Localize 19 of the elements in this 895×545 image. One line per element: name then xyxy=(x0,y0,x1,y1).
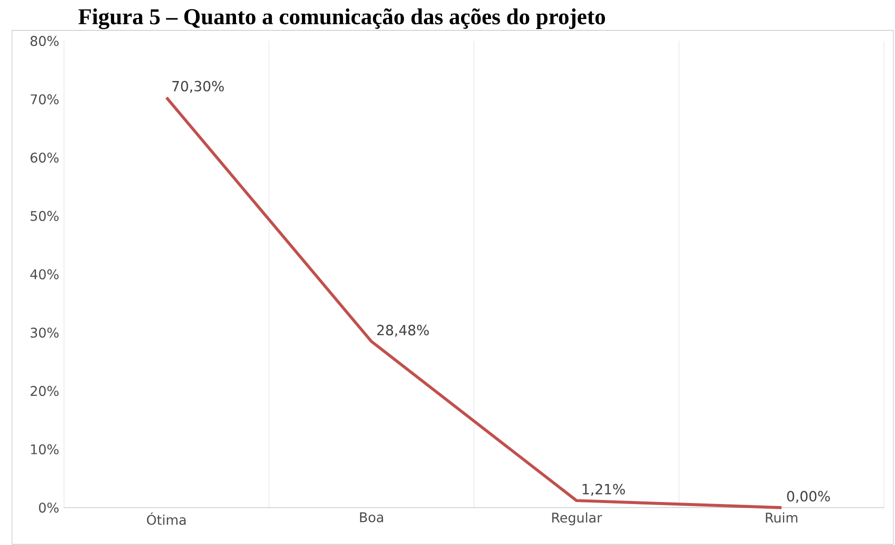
x-tick-label: Regular xyxy=(552,512,602,526)
x-tick-label: Ruim xyxy=(766,512,798,523)
y-tick-label: 80% xyxy=(30,36,59,46)
y-tick-label: 50% xyxy=(30,210,59,222)
chart-title: Figura 5 – Quanto a comunicação das ações do projeto xyxy=(78,8,606,30)
x-tick-label: Ótima xyxy=(146,512,186,525)
y-tick-label: 10% xyxy=(31,444,59,454)
y-tick-label: 40% xyxy=(30,269,59,280)
data-label: 0,00% xyxy=(787,490,830,503)
y-tick-label: 0% xyxy=(39,502,59,513)
y-tick-label: 70% xyxy=(30,94,59,104)
data-label: 1,21% xyxy=(582,484,625,496)
y-tick-label: 60% xyxy=(30,152,59,163)
data-label: 28,48% xyxy=(377,324,429,337)
line-series xyxy=(165,96,783,510)
data-label: 70,30% xyxy=(172,80,224,93)
x-tick-label: Boa xyxy=(360,512,384,522)
y-tick-label: 30% xyxy=(30,328,59,338)
y-tick-label: 20% xyxy=(30,386,59,396)
